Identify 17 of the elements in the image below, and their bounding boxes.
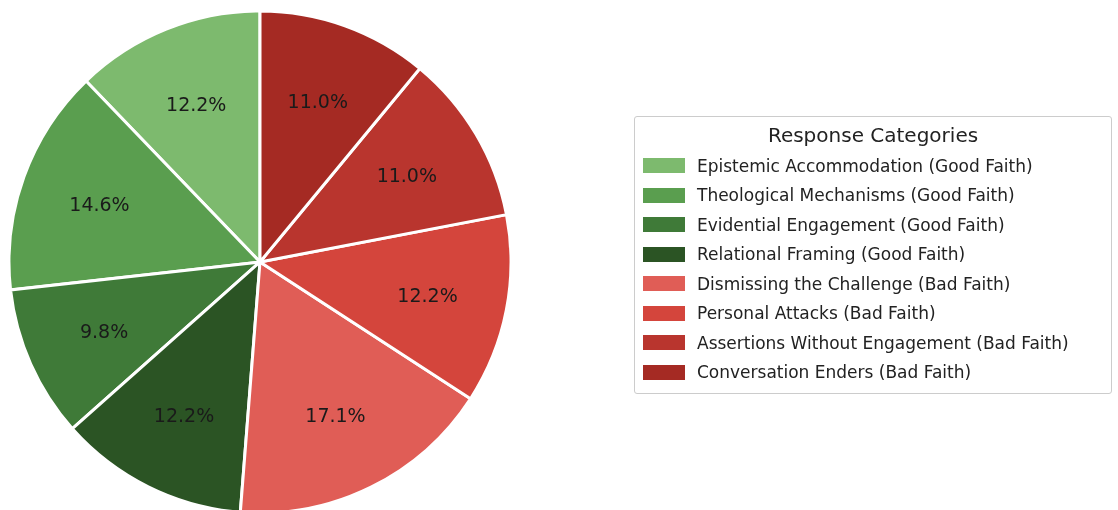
legend-label: Evidential Engagement (Good Faith) xyxy=(697,214,1005,235)
data-label: 14.6% xyxy=(69,192,130,215)
legend-label: Epistemic Accommodation (Good Faith) xyxy=(697,155,1033,176)
legend-label: Conversation Enders (Bad Faith) xyxy=(697,362,972,383)
data-label: 9.8% xyxy=(79,320,129,343)
legend-label: Theological Mechanisms (Good Faith) xyxy=(697,185,1015,206)
legend-label: Relational Framing (Good Faith) xyxy=(697,244,966,265)
legend-label: Assertions Without Engagement (Bad Faith) xyxy=(697,332,1069,353)
legend-label: Dismissing the Challenge (Bad Faith) xyxy=(697,273,1011,294)
data-label: 12.2% xyxy=(153,403,215,426)
data-label: 11.0% xyxy=(376,163,437,186)
legend-label: Personal Attacks (Bad Faith) xyxy=(697,303,936,324)
data-label: 12.2% xyxy=(166,92,227,115)
data-label: 11.0% xyxy=(287,90,348,113)
data-label: 12.2% xyxy=(397,283,458,306)
data-label: 17.1% xyxy=(305,404,366,427)
legend-title: Response Categories xyxy=(766,123,980,147)
